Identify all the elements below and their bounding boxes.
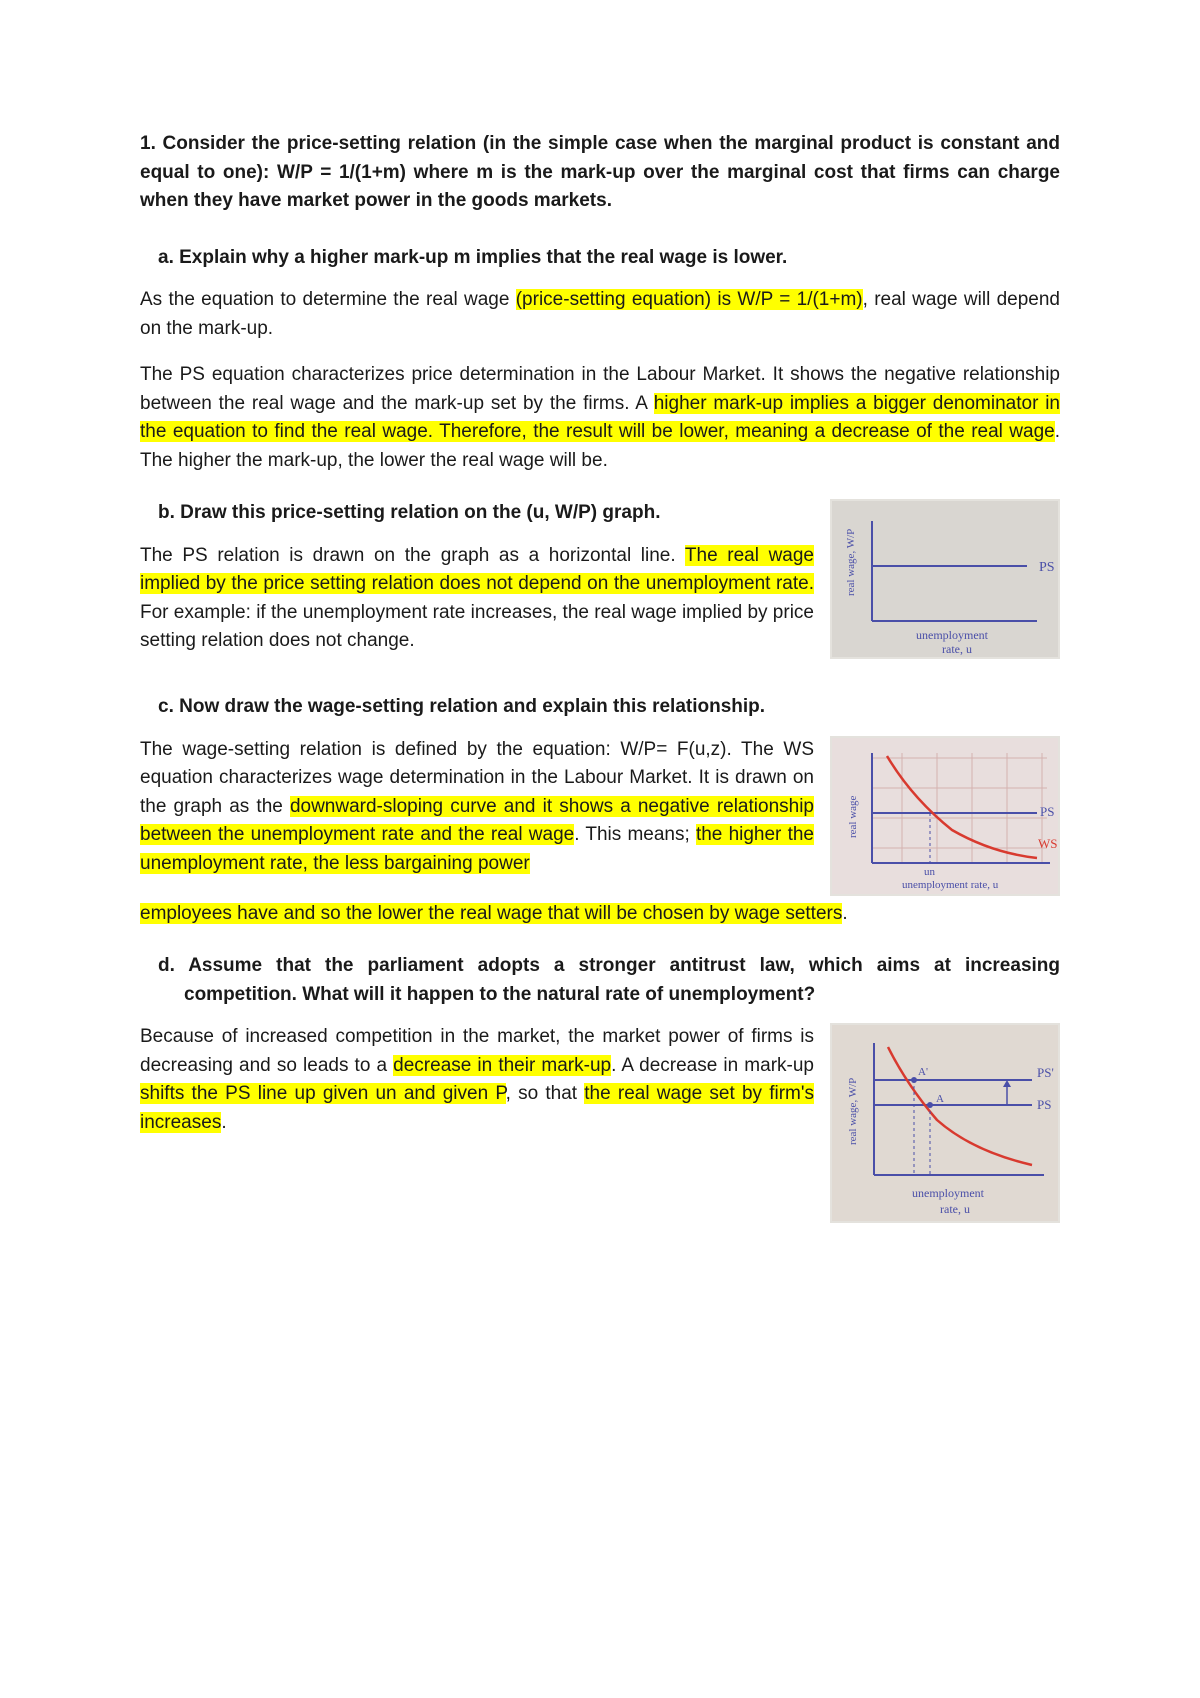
svg-text:real wage, W/P: real wage, W/P: [845, 529, 857, 596]
q1c-heading: c. Now draw the wage-setting relation an…: [140, 693, 1060, 722]
q1d-p: Because of increased competition in the …: [140, 1023, 814, 1137]
svg-text:rate, u: rate, u: [940, 1202, 970, 1216]
q1c-p3: .: [842, 903, 847, 924]
svg-text:unemployment: unemployment: [916, 628, 989, 642]
svg-text:rate, u: rate, u: [942, 642, 972, 656]
svg-text:real wage: real wage: [847, 795, 859, 838]
q1b-row: b. Draw this price-setting relation on t…: [140, 499, 1060, 659]
q1a-p1-hl: (price-setting equation) is W/P = 1/(1+m…: [516, 289, 863, 310]
q1d-p2: . A decrease in mark-up: [611, 1055, 814, 1076]
q1c-p2: . This means;: [574, 824, 696, 845]
q1c-p-upper: The wage-setting relation is defined by …: [140, 736, 814, 879]
q1b-p-pre: The PS relation is drawn on the graph as…: [140, 545, 685, 566]
svg-text:WS: WS: [1038, 836, 1058, 851]
svg-text:un: un: [924, 866, 936, 878]
q1b-heading: b. Draw this price-setting relation on t…: [140, 499, 814, 528]
svg-text:PS: PS: [1040, 804, 1054, 819]
q1a-heading: a. Explain why a higher mark-up m implie…: [140, 244, 1060, 273]
q1a-p1: As the equation to determine the real wa…: [140, 286, 1060, 343]
svg-text:unemployment: unemployment: [912, 1186, 985, 1200]
q1b-p-post: For example: if the unemployment rate in…: [140, 602, 814, 652]
q1c-row: The wage-setting relation is defined by …: [140, 736, 1060, 896]
svg-text:real wage, W/P: real wage, W/P: [847, 1078, 859, 1145]
q1d-hl1: decrease in their mark-up: [393, 1055, 611, 1076]
svg-text:PS': PS': [1037, 1065, 1054, 1080]
svg-text:A: A: [936, 1093, 944, 1105]
q1d-row: Because of increased competition in the …: [140, 1023, 1060, 1223]
q1b-graph: PS real wage, W/P unemployment rate, u: [830, 499, 1060, 659]
q1d-p4: .: [221, 1112, 226, 1133]
q1a-p1-pre: As the equation to determine the real wa…: [140, 289, 516, 310]
svg-text:A': A': [918, 1066, 928, 1078]
q1d-graph: PS PS' A A' real wage, W/P unemployment …: [830, 1023, 1060, 1223]
q1c-p-lower: employees have and so the lower the real…: [140, 900, 1060, 929]
question-1-title: 1. Consider the price-setting relation (…: [140, 130, 1060, 216]
ps-label: PS: [1039, 560, 1055, 575]
q1d-hl2: shifts the PS line up given un and given…: [140, 1083, 506, 1104]
q1a-p2: The PS equation characterizes price dete…: [140, 361, 1060, 475]
svg-text:PS: PS: [1037, 1097, 1051, 1112]
svg-text:unemployment rate, u: unemployment rate, u: [902, 879, 999, 891]
q1b-p: The PS relation is drawn on the graph as…: [140, 542, 814, 656]
q1d-heading: d. Assume that the parliament adopts a s…: [140, 952, 1060, 1009]
q1d-p3: , so that: [506, 1083, 585, 1104]
q1c-hl2-end: employees have and so the lower the real…: [140, 903, 842, 924]
q1c-graph: PS WS un real wage unemployment rate, u: [830, 736, 1060, 896]
